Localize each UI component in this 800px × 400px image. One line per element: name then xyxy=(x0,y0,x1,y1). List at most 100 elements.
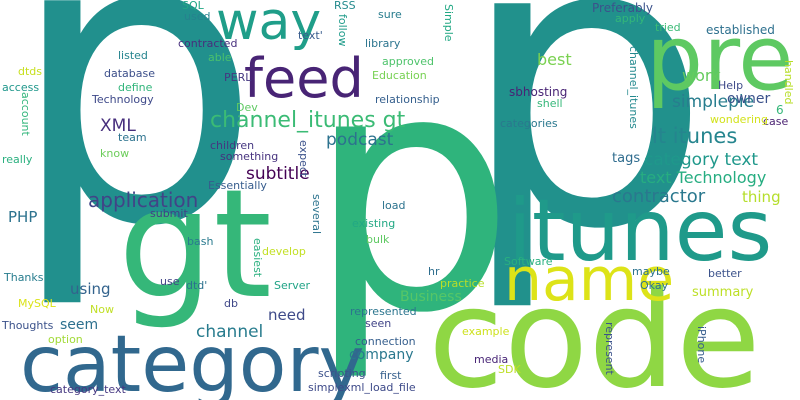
word-p-left: p xyxy=(8,0,262,314)
word-thing: thing xyxy=(742,188,781,206)
word-simple: Simple xyxy=(442,4,455,42)
word-apply: apply xyxy=(615,12,646,25)
word-perl: PERL xyxy=(224,71,252,84)
word-thanks: Thanks xyxy=(4,271,44,284)
word-text-quote: text' xyxy=(298,29,323,42)
word-established: established xyxy=(706,23,775,37)
word-tags: tags xyxy=(612,151,641,166)
word-channel: channel xyxy=(196,322,264,342)
word-software: Software xyxy=(504,255,553,268)
word-seen: seen xyxy=(365,317,392,330)
word-easiest: easiest xyxy=(251,238,264,278)
word-media: media xyxy=(474,353,509,366)
word-6: 6 xyxy=(776,103,784,117)
word-bulk: bulk xyxy=(366,233,390,246)
word-simplexml-load-file: simplexml_load_file xyxy=(308,381,416,394)
word-podcast: podcast xyxy=(326,130,394,150)
word-represented: represented xyxy=(350,305,417,318)
word-represent: represent xyxy=(603,322,616,375)
word-p-right: p xyxy=(458,0,712,317)
word-dtds: dtds xyxy=(18,65,43,78)
word-owner: owner xyxy=(727,91,771,107)
word-category-text-underscore: category_text xyxy=(50,383,126,396)
word-gt: gt xyxy=(118,158,273,332)
word-submit: submit xyxy=(150,207,188,220)
word-simplepie: simplepie xyxy=(672,92,755,112)
word-sbhosting: sbhosting xyxy=(509,85,568,99)
word-summary: summary xyxy=(692,285,754,300)
word-children: children xyxy=(210,139,255,152)
word-channel-itunes-vertical: channel_itunes xyxy=(627,46,640,129)
word-define: define xyxy=(118,81,153,94)
word-p-center: p xyxy=(306,1,516,385)
word-way: way xyxy=(216,0,322,52)
word-wondering: wondering xyxy=(710,113,768,126)
word-technology: Technology xyxy=(92,93,154,106)
word-option: option xyxy=(48,333,83,346)
word-dev: Dev xyxy=(236,101,258,114)
word-maybe: maybe xyxy=(632,265,670,278)
word-education: Education xyxy=(372,69,427,82)
word-db: db xyxy=(224,297,238,310)
word-mysql: MySQL xyxy=(18,297,56,310)
word-tried: tried xyxy=(655,21,681,34)
word-essentially: Essentially xyxy=(208,179,267,192)
word-know: know xyxy=(100,147,130,160)
word-several: several xyxy=(310,194,323,235)
word-code: code xyxy=(428,258,761,400)
word-bash: bash xyxy=(187,235,214,248)
word-seem: seem xyxy=(60,317,99,333)
word-contractor: contractor xyxy=(612,186,706,207)
word-lt-itunes: lt itunes xyxy=(652,124,738,148)
word-xml: XML xyxy=(100,116,136,136)
word-load: load xyxy=(382,199,406,212)
word-now: Now xyxy=(90,303,114,316)
word-handled: handled xyxy=(782,60,795,105)
word-help: Help xyxy=(718,79,744,92)
word-name: name xyxy=(504,245,675,315)
word-something: something xyxy=(220,150,279,163)
word-category: category xyxy=(20,320,365,400)
word-use: use xyxy=(160,275,180,288)
word-shell: shell xyxy=(537,97,563,110)
word-listed: listed xyxy=(118,49,148,62)
word-follow: follow xyxy=(336,14,349,47)
word-contracted: contracted xyxy=(178,37,238,50)
word-company: company xyxy=(349,347,414,363)
word-hr: hr xyxy=(428,265,440,278)
word-scripting: scripting xyxy=(318,367,366,380)
word-server: Server xyxy=(274,279,311,292)
word-business: Business xyxy=(400,289,462,305)
word-work: work xyxy=(682,66,721,85)
word-application: application xyxy=(88,188,199,212)
word-sql: SQL xyxy=(182,0,204,12)
word-library: library xyxy=(365,37,401,50)
word-using: using xyxy=(70,280,111,298)
word-rss: RSS xyxy=(334,0,356,12)
word-connection: connection xyxy=(355,335,416,348)
word-account: account xyxy=(19,92,32,136)
word-existing: existing xyxy=(352,217,396,230)
word-category-text: category text xyxy=(644,150,759,170)
word-categories: categories xyxy=(500,117,558,130)
word-sdk: SDK xyxy=(498,363,521,376)
word-develop: develop xyxy=(262,245,306,258)
word-first: first xyxy=(380,369,402,382)
word-better: better xyxy=(708,267,742,280)
word-approved: approved xyxy=(382,55,434,68)
word-thoughts: Thoughts xyxy=(2,319,54,332)
word-php: PHP xyxy=(8,208,38,226)
word-dtd-quote: dtd' xyxy=(186,279,208,292)
word-access: access xyxy=(2,81,40,94)
word-iphone: iPhone xyxy=(695,326,708,364)
word-feed: feed xyxy=(244,47,364,110)
word-best: best xyxy=(537,50,572,69)
word-case: case xyxy=(763,115,789,128)
word-channel-itunes-gt: channel_itunes gt xyxy=(210,108,406,133)
word-okay: Okay xyxy=(640,279,669,292)
word-need: need xyxy=(268,306,306,324)
word-preferably: Preferably xyxy=(592,1,654,15)
word-expect: expect xyxy=(297,140,310,178)
word-team: team xyxy=(118,131,147,144)
